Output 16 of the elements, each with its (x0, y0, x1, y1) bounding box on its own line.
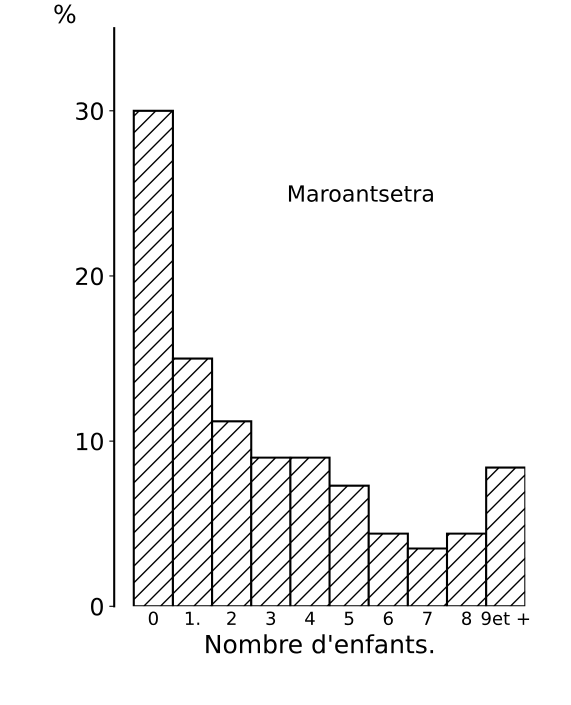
x-tick-label: 7 (423, 612, 432, 625)
x-tick-label: 4 (305, 612, 315, 625)
x-tick-label: 5 (344, 612, 354, 626)
annotation: Maroantsetra (288, 185, 433, 202)
x-axis-title: Nombre d'enfants. (206, 634, 434, 654)
x-tick-label: 6 (384, 611, 393, 626)
y-tick-label: 20 (76, 267, 103, 286)
y-tick-label: 30 (76, 102, 103, 120)
y-tick-label: 10 (77, 432, 103, 450)
y-axis-title: % (54, 4, 76, 24)
x-tick-label: 0 (148, 611, 158, 626)
x-tick-label: 1. (186, 612, 200, 625)
x-tick-label: 2 (227, 611, 236, 625)
x-tick-label: 8 (462, 611, 472, 626)
x-tick-label: 3 (266, 611, 276, 626)
x-tick-label: 9et + (482, 611, 530, 626)
